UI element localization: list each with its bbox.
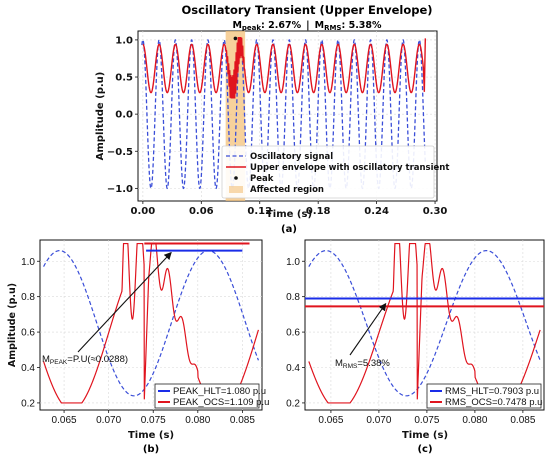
c-x-tick-label: 0.065 bbox=[318, 415, 343, 426]
c-y-tick-label: 0.4 bbox=[286, 363, 300, 374]
a-y-tick-label: 0.0 bbox=[115, 110, 133, 121]
b-y-tick-label: 0.4 bbox=[21, 363, 35, 374]
series-signal-c bbox=[308, 250, 541, 397]
a-x-tick-label: 0.18 bbox=[306, 206, 331, 217]
a-x-tick-label: 0.24 bbox=[364, 206, 389, 217]
chart-subtitle: Mpeak: 2.67% | MRMS: 5.38% bbox=[232, 20, 382, 32]
a-x-tick-label: 0.30 bbox=[423, 206, 448, 217]
c-x-tick-label: 0.080 bbox=[462, 415, 487, 426]
legend-box-b bbox=[154, 383, 260, 409]
series-upper-envelope bbox=[142, 36, 427, 99]
legend-box-a bbox=[221, 145, 435, 199]
c-y-tick-label: 0.8 bbox=[286, 292, 300, 303]
c-y-tick-label: 1.0 bbox=[286, 257, 300, 268]
legend-label-peak: Peak bbox=[250, 174, 274, 184]
b-y-tick-label: 0.8 bbox=[21, 292, 35, 303]
b-x-tick-label: 0.075 bbox=[141, 415, 166, 426]
legend-label-envelope: Upper envelope with oscillatory transien… bbox=[250, 163, 449, 173]
ticks-c: 0.065 0.070 0.075 0.080 0.085 0.2 0.4 0.6 0.8 1.0 bbox=[286, 257, 536, 426]
a-y-tick-label: 0.5 bbox=[115, 73, 133, 84]
c-x-tick-label: 0.070 bbox=[366, 415, 391, 426]
legend-label-peak-ocs: PEAK_OCS=1.109 p.u bbox=[173, 397, 269, 408]
c-y-tick-label: 0.2 bbox=[286, 398, 300, 409]
panel-label-c: (c) bbox=[417, 444, 432, 455]
legend-c: RMS_HLT=0.7903 p.u RMS_OCS=0.7478 p.u bbox=[426, 383, 542, 409]
panel-label-b: (b) bbox=[143, 444, 159, 455]
peak-point bbox=[233, 36, 238, 41]
y-axis-label-b: Amplitude (p.u) bbox=[7, 283, 18, 367]
legend-a: Oscillatory signal Upper envelope with o… bbox=[221, 145, 449, 199]
panel-b: 0.065 0.070 0.075 0.080 0.085 0.2 0.4 0.6 0.8 1.0… bbox=[7, 239, 269, 455]
legend-label-region: Affected region bbox=[250, 185, 324, 195]
b-y-tick-label: 0.6 bbox=[21, 328, 35, 339]
x-axis-label-b: Time (s) bbox=[128, 430, 174, 441]
ticks-b: 0.065 0.070 0.075 0.080 0.085 0.2 0.4 0.6 0.8 1.0 bbox=[21, 257, 255, 426]
legend-swatch-region bbox=[229, 186, 243, 193]
chart-title: Oscillatory Transient (Upper Envelope) bbox=[181, 3, 432, 17]
legend-label-signal: Oscillatory signal bbox=[250, 152, 333, 162]
a-x-tick-label: 0.12 bbox=[247, 206, 272, 217]
legend-label-peak-hlt: PEAK_HLT=1.080 p.u bbox=[173, 386, 266, 397]
a-x-tick-label: 0.06 bbox=[189, 206, 214, 217]
c-x-tick-label: 0.085 bbox=[510, 415, 535, 426]
series-signal-b bbox=[43, 250, 259, 397]
annotation-arrow-b bbox=[77, 251, 172, 353]
a-y-tick-label: −1.0 bbox=[107, 184, 133, 195]
ticks-a: 0.00 0.06 0.12 0.18 0.24 0.30 −1.0 −0.5 0.0 0.5 1.… bbox=[107, 35, 448, 217]
b-x-tick-label: 0.065 bbox=[52, 415, 77, 426]
b-x-tick-label: 0.080 bbox=[185, 415, 210, 426]
legend-box-c bbox=[426, 383, 542, 409]
x-axis-label-a: Time (s) bbox=[266, 209, 312, 220]
annotation-mpeak: MPEAK=P.U(≈0.0288) bbox=[42, 354, 128, 366]
legend-swatch-peak bbox=[234, 176, 238, 180]
grid-c bbox=[305, 240, 544, 410]
b-y-tick-label: 0.2 bbox=[21, 398, 35, 409]
a-y-tick-label: −0.5 bbox=[107, 147, 133, 158]
c-y-tick-label: 0.6 bbox=[286, 328, 300, 339]
panel-a: Oscillatory Transient (Upper Envelope) M… bbox=[95, 3, 449, 235]
b-y-tick-label: 1.0 bbox=[21, 257, 35, 268]
legend-label-rms-ocs: RMS_OCS=0.7478 p.u bbox=[445, 397, 542, 408]
annotation-arrow-c bbox=[349, 302, 387, 356]
annotation-mrms: MRMS=5.38% bbox=[335, 358, 390, 370]
b-x-tick-label: 0.070 bbox=[96, 415, 121, 426]
legend-b: PEAK_HLT=1.080 p.u PEAK_OCS=1.109 p.u bbox=[154, 383, 269, 409]
x-axis-label-c: Time (s) bbox=[402, 430, 448, 441]
a-x-tick-label: 0.00 bbox=[131, 206, 156, 217]
panel-label-a: (a) bbox=[281, 224, 297, 235]
a-y-tick-label: 1.0 bbox=[115, 35, 133, 46]
c-x-tick-label: 0.075 bbox=[414, 415, 439, 426]
b-x-tick-label: 0.085 bbox=[230, 415, 255, 426]
legend-label-rms-hlt: RMS_HLT=0.7903 p.u bbox=[445, 386, 539, 397]
y-axis-label-a: Amplitude (p.u) bbox=[95, 72, 106, 161]
panel-c: 0.065 0.070 0.075 0.080 0.085 0.2 0.4 0.6 0.8 1.0… bbox=[286, 239, 545, 455]
